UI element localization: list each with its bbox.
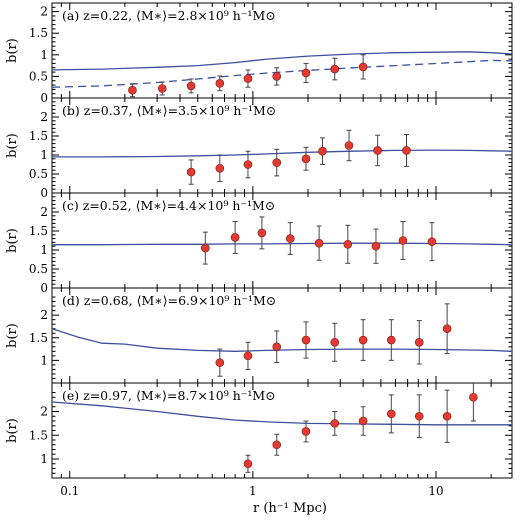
data-point xyxy=(371,241,381,251)
data-point xyxy=(186,81,196,91)
data-point xyxy=(285,234,295,243)
data-point xyxy=(358,335,368,345)
data-point xyxy=(272,158,282,167)
data-point xyxy=(442,411,452,421)
panel-d: 1 1.5 2 b(r) (d) z=0.68, ⟨M∗⟩=6.9×10⁹ h⁻¹M⊙ xyxy=(5,287,513,384)
data-point xyxy=(243,351,253,361)
data-point xyxy=(373,146,382,155)
x-tick-label: 0.1 xyxy=(60,484,79,498)
data-point xyxy=(427,237,437,246)
y-tick-label: 0 xyxy=(40,186,48,200)
y-axis-label: b(r) xyxy=(5,323,20,348)
panel-b: 0 0.5 1 1.5 2 b(r) (b) z=0.37, ⟨M∗⟩=3.5×10⁹ h⁻… xyxy=(5,97,513,200)
plot-area xyxy=(52,51,512,98)
data-point xyxy=(301,154,311,164)
data-point xyxy=(243,74,253,83)
model-curve-dashed xyxy=(52,59,512,88)
plot-area xyxy=(52,383,512,473)
y-tick-label: 2 xyxy=(40,308,48,322)
y-tick-label: 0.5 xyxy=(29,167,48,181)
data-point xyxy=(414,411,424,421)
plot-area xyxy=(52,216,512,265)
data-point xyxy=(343,240,353,249)
panel-c: 0 0.5 1 1.5 2 b(r) (c) z=0.52, ⟨M∗⟩=4.4×10⁹ h⁻… xyxy=(5,192,513,295)
plot-area xyxy=(52,129,512,185)
model-curve-solid xyxy=(52,149,512,158)
panel-label: (b) z=0.37, ⟨M∗⟩=3.5×10⁹ h⁻¹M⊙ xyxy=(62,103,276,118)
data-point xyxy=(442,324,452,334)
data-point xyxy=(215,164,225,173)
y-tick-label: 1 xyxy=(40,353,48,367)
y-tick-label: 1.5 xyxy=(29,224,48,238)
data-point xyxy=(386,335,396,345)
y-axis-label: b(r) xyxy=(5,38,20,63)
model-curve-solid xyxy=(52,242,512,246)
data-point xyxy=(358,62,368,72)
data-point xyxy=(272,440,282,450)
y-tick-label: 0 xyxy=(40,91,48,105)
panel-label: (c) z=0.52, ⟨M∗⟩=4.4×10⁹ h⁻¹M⊙ xyxy=(62,198,275,213)
data-point xyxy=(314,238,324,248)
x-tick-label: 1 xyxy=(249,484,257,498)
panel-a: 0 0.5 1 1.5 2 b(r) (a) z=0.22, ⟨M∗⟩=2.8×10⁹ h⁻… xyxy=(5,2,513,105)
data-point xyxy=(301,427,311,436)
y-tick-label: 1 xyxy=(40,48,48,62)
model-curve-solid xyxy=(52,51,512,71)
x-axis-label: r (h⁻¹ Mpc) xyxy=(253,501,327,516)
model-curve-solid xyxy=(52,328,512,352)
y-axis-label: b(r) xyxy=(5,133,20,158)
y-tick-label: 1 xyxy=(40,452,48,466)
panels-group: 0 0.5 1 1.5 2 b(r) (a) z=0.22, ⟨M∗⟩=2.8×10⁹ h⁻… xyxy=(5,2,513,479)
data-point xyxy=(398,236,408,245)
y-tick-label: 1.5 xyxy=(29,428,48,442)
data-point xyxy=(330,419,340,428)
plot-area xyxy=(52,303,512,377)
data-point xyxy=(414,337,424,347)
y-tick-label: 1.5 xyxy=(29,26,48,40)
model-curve-solid xyxy=(52,401,512,426)
data-point xyxy=(201,243,210,253)
data-point xyxy=(272,342,282,352)
y-tick-label: 1.5 xyxy=(29,129,48,143)
y-axis-label: b(r) xyxy=(5,228,20,253)
data-point xyxy=(301,335,311,345)
data-point xyxy=(215,358,225,367)
y-axis-label: b(r) xyxy=(5,418,20,443)
data-point xyxy=(469,392,478,402)
y-tick-label: 1 xyxy=(40,243,48,257)
y-tick-label: 1 xyxy=(40,148,48,162)
panel-label: (a) z=0.22, ⟨M∗⟩=2.8×10⁹ h⁻¹M⊙ xyxy=(62,8,276,23)
y-tick-label: 2 xyxy=(40,205,48,219)
data-point xyxy=(243,459,253,469)
data-point xyxy=(215,79,225,88)
y-tick-label: 2 xyxy=(40,110,48,124)
y-tick-label: 2 xyxy=(40,405,48,419)
data-point xyxy=(318,146,327,156)
data-point xyxy=(230,233,240,242)
y-tick-label: 0.5 xyxy=(29,69,48,83)
panel-e: 1 1.5 2 b(r) (e) z=0.97, ⟨M∗⟩=8.7×10⁹ h⁻¹M⊙ xyxy=(5,382,513,479)
y-tick-label: 0 xyxy=(40,281,48,295)
data-point xyxy=(128,85,137,95)
panel-label: (d) z=0.68, ⟨M∗⟩=6.9×10⁹ h⁻¹M⊙ xyxy=(62,293,276,308)
data-point xyxy=(330,64,340,74)
data-point xyxy=(386,409,396,419)
data-point xyxy=(330,337,340,347)
x-axis: 0.1 1 10 xyxy=(60,484,443,498)
data-point xyxy=(257,228,267,238)
data-point xyxy=(344,141,354,150)
panel-label: (e) z=0.97, ⟨M∗⟩=8.7×10⁹ h⁻¹M⊙ xyxy=(62,388,276,403)
x-tick-label: 10 xyxy=(428,484,443,498)
data-point xyxy=(243,160,253,169)
data-point xyxy=(358,416,368,426)
y-tick-label: 1.5 xyxy=(29,331,48,345)
data-point xyxy=(402,146,411,155)
y-tick-label: 0.5 xyxy=(29,262,48,276)
data-point xyxy=(272,72,282,81)
data-point xyxy=(186,167,196,177)
data-point xyxy=(301,68,311,78)
data-point xyxy=(157,84,167,93)
y-tick-label: 2 xyxy=(40,5,48,19)
